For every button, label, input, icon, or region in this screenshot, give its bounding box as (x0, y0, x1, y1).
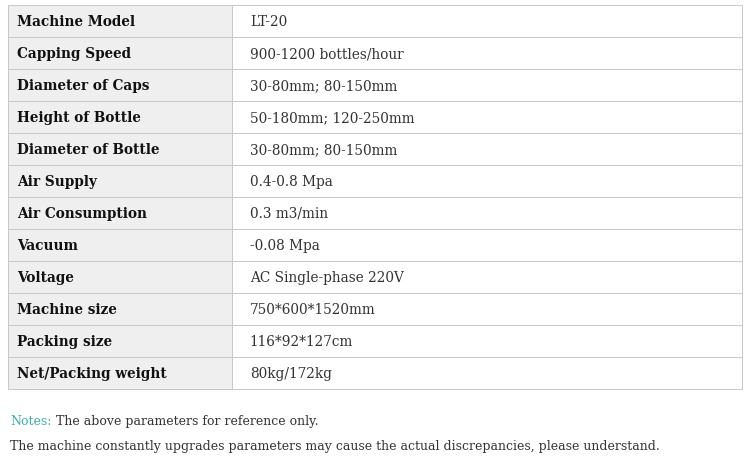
Bar (8, 357, 232, 389)
Bar (8, 166, 232, 198)
Text: Machine size: Machine size (17, 302, 117, 317)
Bar (232, 6, 742, 38)
Text: -0.08 Mpa: -0.08 Mpa (250, 238, 320, 252)
Text: 116*92*127cm: 116*92*127cm (250, 334, 353, 348)
Bar (232, 102, 742, 134)
Text: Capping Speed: Capping Speed (17, 47, 131, 61)
Bar (232, 293, 742, 325)
Text: Air Supply: Air Supply (17, 175, 97, 188)
Bar (232, 38, 742, 70)
Text: The above parameters for reference only.: The above parameters for reference only. (52, 414, 319, 427)
Text: Diameter of Bottle: Diameter of Bottle (17, 143, 160, 157)
Bar (232, 357, 742, 389)
Text: 30-80mm; 80-150mm: 30-80mm; 80-150mm (250, 143, 398, 157)
Text: AC Single-phase 220V: AC Single-phase 220V (250, 270, 404, 284)
Bar (8, 293, 232, 325)
Text: 50-180mm; 120-250mm: 50-180mm; 120-250mm (250, 111, 415, 125)
Bar (8, 102, 232, 134)
Bar (8, 229, 232, 261)
Bar (8, 325, 232, 357)
Bar (232, 134, 742, 166)
Bar (8, 134, 232, 166)
Bar (8, 198, 232, 229)
Bar (8, 70, 232, 102)
Text: 30-80mm; 80-150mm: 30-80mm; 80-150mm (250, 79, 398, 93)
Text: Machine Model: Machine Model (17, 15, 135, 29)
Text: 0.4-0.8 Mpa: 0.4-0.8 Mpa (250, 175, 333, 188)
Text: 80kg/172kg: 80kg/172kg (250, 366, 332, 380)
Bar (232, 325, 742, 357)
Text: 0.3 m3/min: 0.3 m3/min (250, 207, 328, 220)
Bar (8, 38, 232, 70)
Text: Notes:: Notes: (10, 414, 51, 427)
Text: Voltage: Voltage (17, 270, 74, 284)
Text: Diameter of Caps: Diameter of Caps (17, 79, 149, 93)
Text: Vacuum: Vacuum (17, 238, 78, 252)
Text: 750*600*1520mm: 750*600*1520mm (250, 302, 376, 317)
Text: Net/Packing weight: Net/Packing weight (17, 366, 166, 380)
Text: Packing size: Packing size (17, 334, 112, 348)
Bar (8, 6, 232, 38)
Text: LT-20: LT-20 (250, 15, 287, 29)
Text: 900-1200 bottles/hour: 900-1200 bottles/hour (250, 47, 404, 61)
Bar (232, 229, 742, 261)
Bar (232, 166, 742, 198)
Bar (8, 261, 232, 293)
Text: Height of Bottle: Height of Bottle (17, 111, 141, 125)
Bar (232, 261, 742, 293)
Bar (232, 198, 742, 229)
Text: Air Consumption: Air Consumption (17, 207, 147, 220)
Bar (232, 70, 742, 102)
Text: The machine constantly upgrades parameters may cause the actual discrepancies, p: The machine constantly upgrades paramete… (10, 439, 660, 452)
